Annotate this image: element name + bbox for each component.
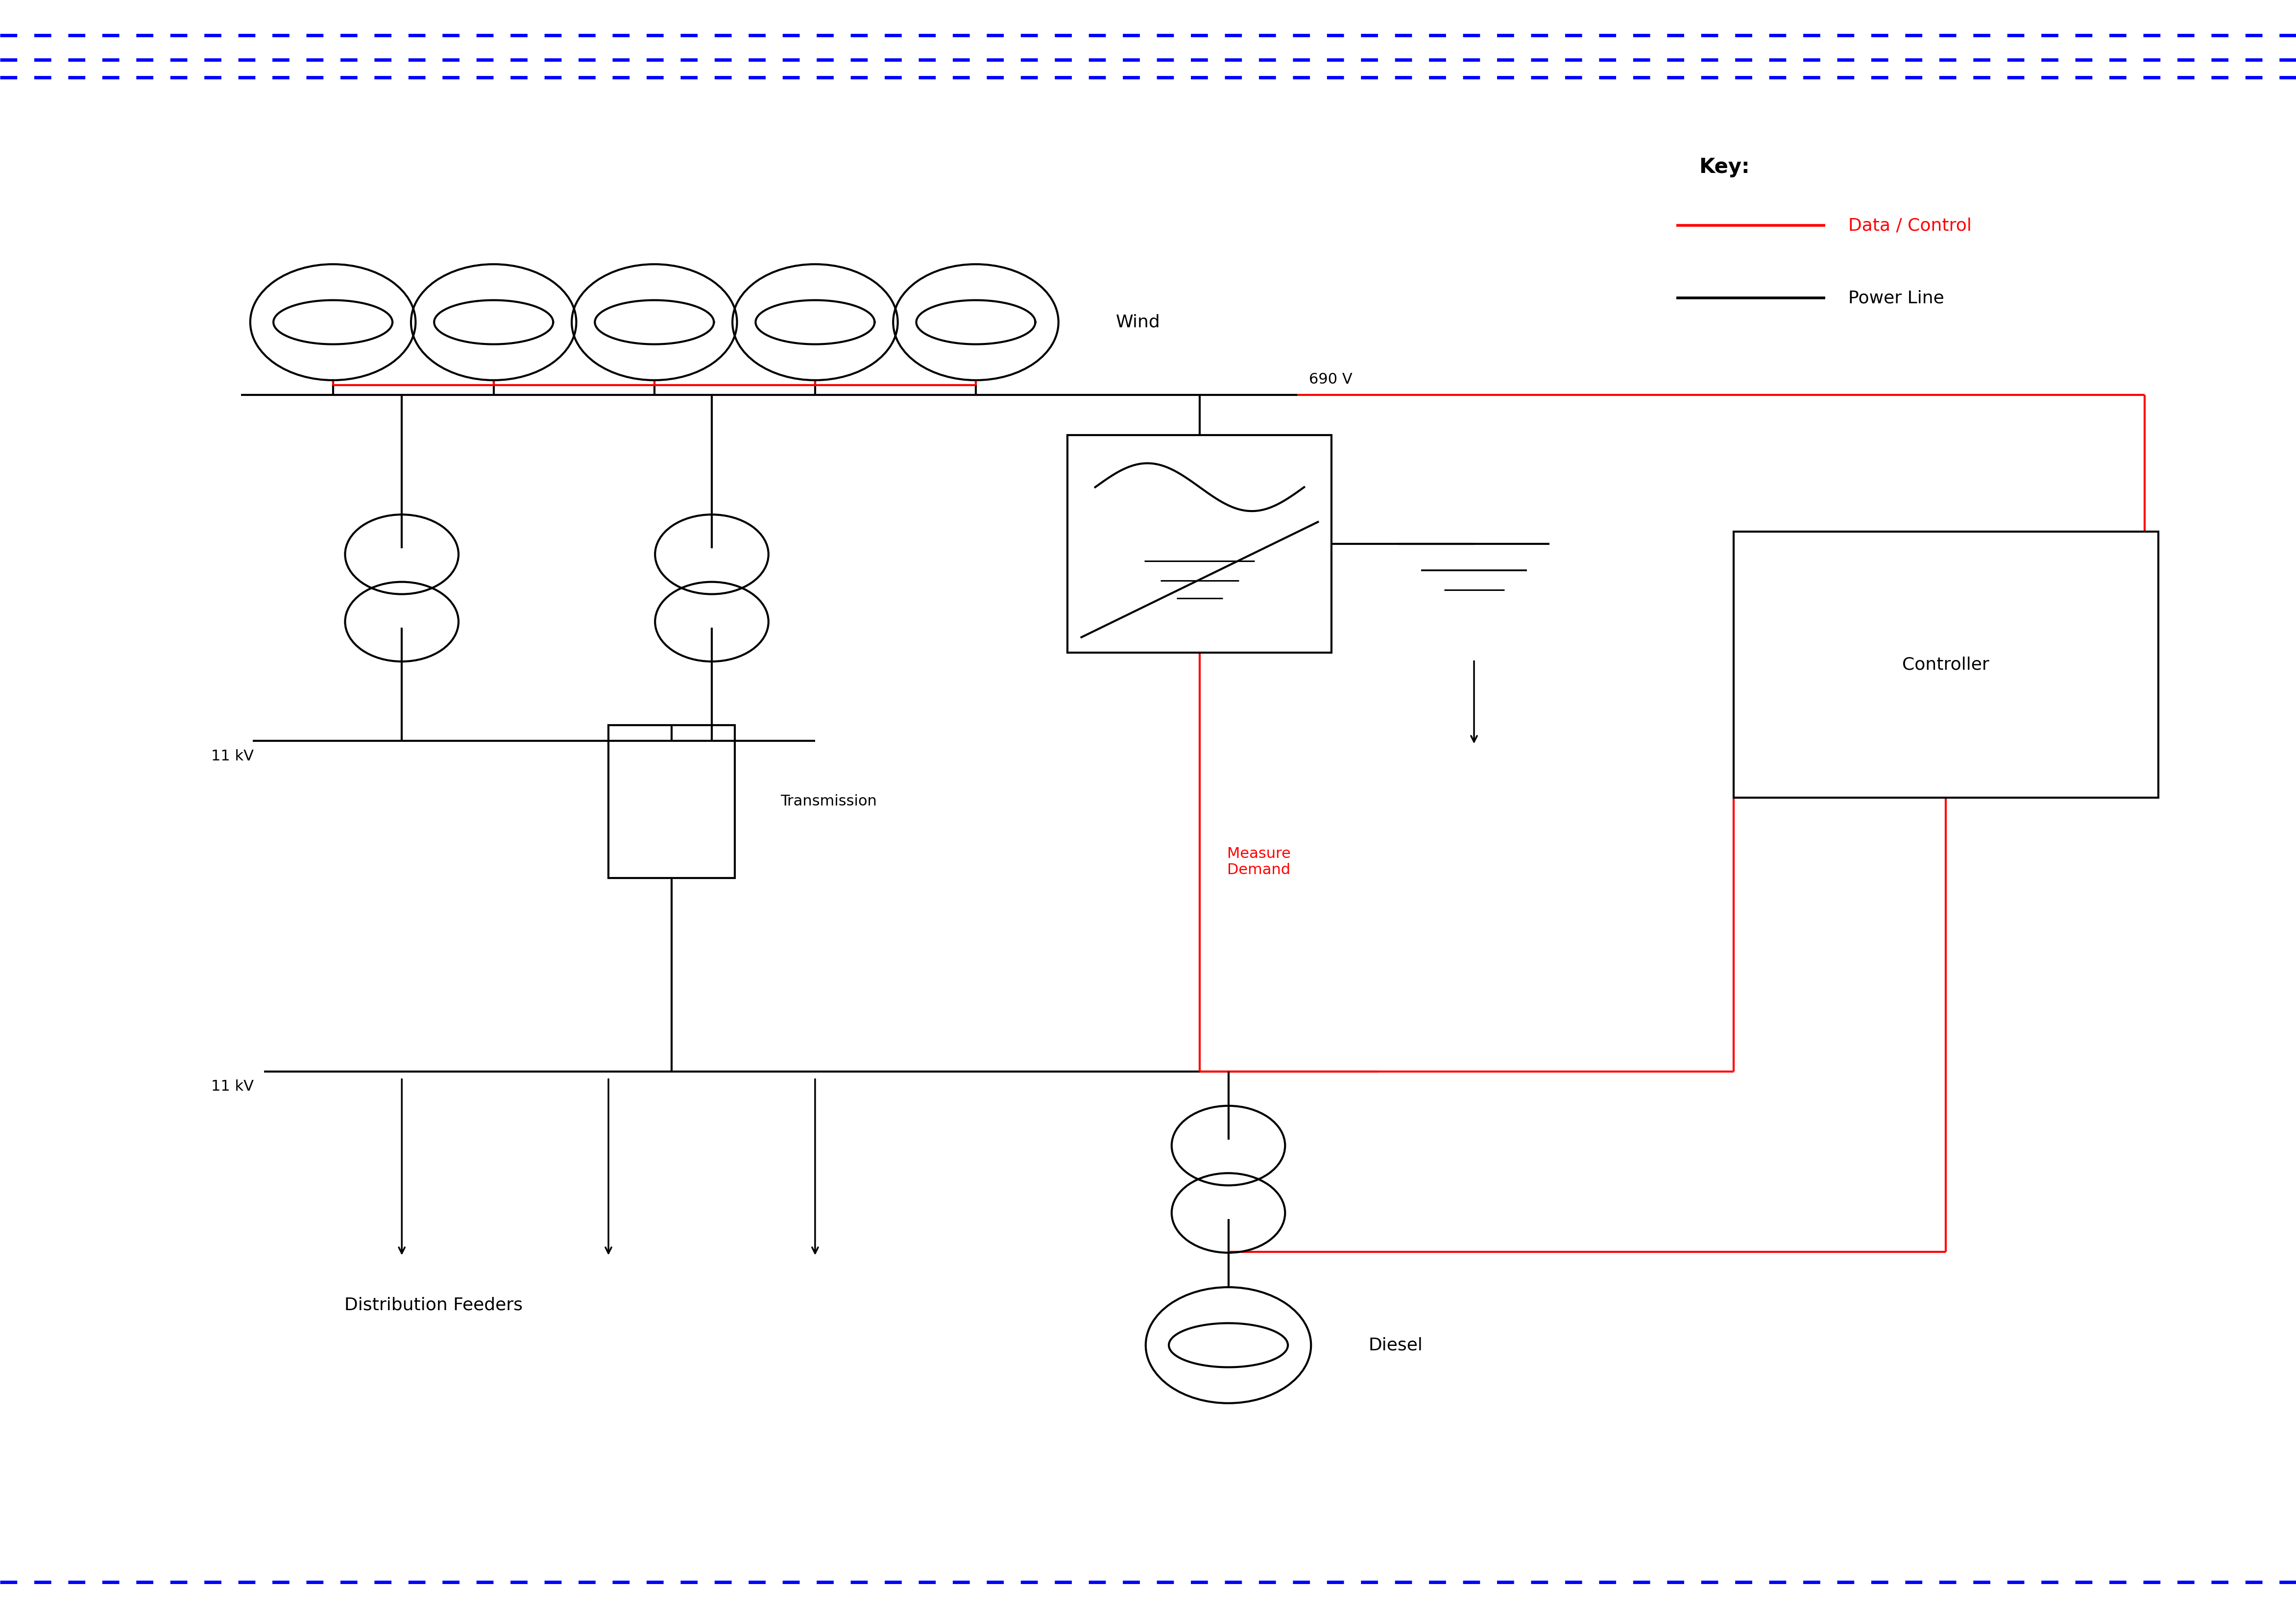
Bar: [1733, 532, 2158, 797]
Bar: [1068, 435, 1332, 652]
Text: Measure
Demand: Measure Demand: [1228, 846, 1290, 878]
Text: Power Line: Power Line: [1848, 290, 1945, 306]
Bar: [608, 725, 735, 878]
Text: Wind: Wind: [1116, 314, 1159, 330]
Text: Diesel: Diesel: [1368, 1337, 1424, 1353]
Text: Distribution Feeders: Distribution Feeders: [344, 1297, 523, 1313]
Text: Data / Control: Data / Control: [1848, 217, 1972, 234]
Text: 11 kV: 11 kV: [211, 749, 255, 764]
Text: Key:: Key:: [1699, 156, 1750, 177]
Text: 690 V: 690 V: [1309, 372, 1352, 387]
Text: 11 kV: 11 kV: [211, 1079, 255, 1094]
Text: Controller: Controller: [1903, 656, 1988, 673]
Text: Transmission: Transmission: [781, 794, 877, 809]
